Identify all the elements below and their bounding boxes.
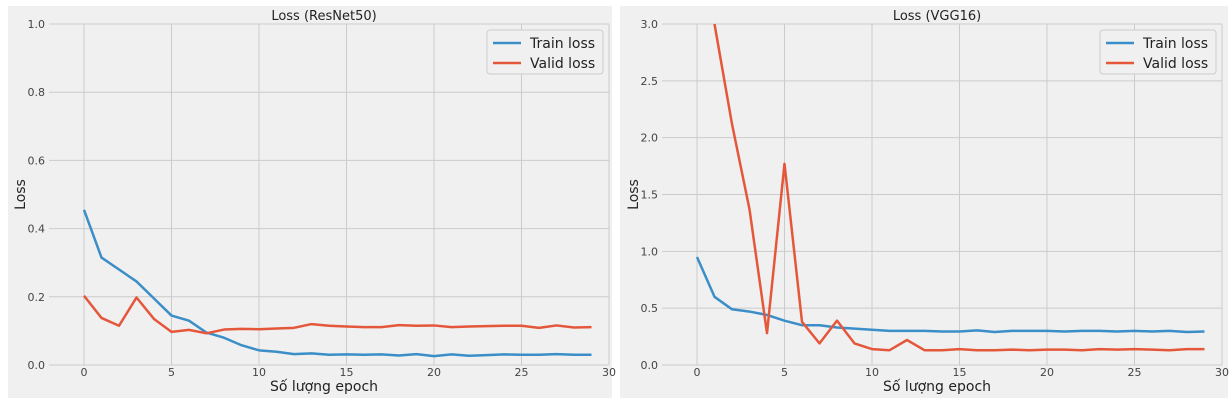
x-tick-label: 0 (694, 366, 701, 379)
series-line-valid-loss (713, 23, 1205, 352)
chart-title: Loss (ResNet50) (271, 9, 376, 24)
x-tick-label: 5 (168, 366, 175, 379)
x-tick-label: 30 (602, 366, 616, 379)
y-tick-label: 2.0 (641, 132, 659, 145)
y-tick-label: 0.0 (641, 359, 659, 372)
y-tick-label: 2.5 (641, 75, 659, 88)
x-tick-label: 0 (81, 366, 88, 379)
chart-2: 0 5 10 15 20 25 30 0.0 0.5 1.0 1.5 2.0 2.5 3.0 Loss (V… (620, 6, 1229, 398)
x-tick-label: 20 (1040, 366, 1054, 379)
x-axis-label: Số lượng epoch (270, 378, 378, 395)
y-tick-label: 0.6 (28, 154, 46, 167)
x-tick-label: 5 (781, 366, 788, 379)
y-tick-label: 0.5 (641, 302, 659, 315)
y-tick-label: 0.0 (28, 359, 46, 372)
y-tick-label: 1.0 (28, 18, 46, 31)
y-tick-label: 1.5 (641, 189, 659, 202)
y-tick-label: 0.2 (28, 291, 46, 304)
x-tick-label: 25 (1128, 366, 1142, 379)
y-axis-label: Loss (626, 179, 642, 210)
x-tick-label: 10 (252, 366, 266, 379)
y-tick-label: 3.0 (641, 18, 659, 31)
legend-label-valid-loss: Valid loss (530, 56, 595, 72)
x-tick-label: 15 (340, 366, 354, 379)
y-tick-label: 1.0 (641, 245, 659, 258)
x-tick-label: 25 (515, 366, 529, 379)
series-line-train-loss (82, 209, 592, 358)
legend-label-train-loss: Train loss (1142, 36, 1208, 52)
series-line-train-loss (695, 256, 1205, 334)
x-axis-label: Số lượng epoch (883, 378, 991, 395)
legend-label-train-loss: Train loss (529, 36, 595, 52)
legend-label-valid-loss: Valid loss (1143, 56, 1208, 72)
y-tick-label: 0.4 (28, 223, 46, 236)
legend: Train loss Valid loss (486, 29, 604, 75)
chart-1: 0 5 10 15 20 25 30 0.0 0.2 0.4 0.6 0.8 1.0 Loss (ResN… (8, 6, 616, 398)
x-tick-label: 10 (865, 366, 879, 379)
y-axis-label: Loss (13, 179, 29, 210)
series-line-valid-loss (83, 295, 592, 335)
chart-title: Loss (VGG16) (893, 9, 981, 24)
y-tick-label: 0.8 (28, 86, 46, 99)
legend: Train loss Valid loss (1099, 29, 1217, 75)
x-tick-label: 30 (1215, 366, 1229, 379)
x-tick-label: 15 (953, 366, 967, 379)
x-tick-label: 20 (427, 366, 441, 379)
